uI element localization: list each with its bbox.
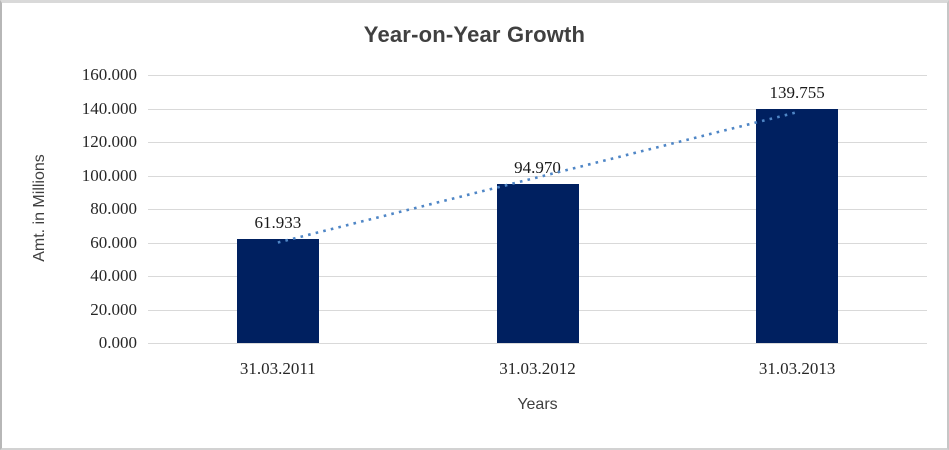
gridline xyxy=(148,175,927,177)
x-axis-title: Years xyxy=(517,396,558,413)
plot-area: 61.933 94.970 139.755 xyxy=(148,75,927,344)
data-label: 94.970 xyxy=(514,157,561,177)
bar xyxy=(236,239,319,343)
trendline xyxy=(277,110,798,244)
y-tick-label: 160.000 xyxy=(81,65,137,84)
chart-title: Year-on-Year Growth xyxy=(363,22,586,47)
y-tick-label: 80.000 xyxy=(90,199,137,218)
data-label: 61.933 xyxy=(254,213,302,233)
x-tick-label: 31.03.2011 xyxy=(239,359,316,378)
y-tick-label: 20.000 xyxy=(90,299,137,319)
x-tick-label: 31.03.2012 xyxy=(499,359,576,378)
y-tick-label: 140.000 xyxy=(81,98,137,118)
y-tick-label: 60.000 xyxy=(90,232,137,252)
gridline xyxy=(148,75,927,76)
gridline xyxy=(148,142,927,143)
gridline xyxy=(148,343,927,344)
y-tick-label: 40.000 xyxy=(90,266,137,285)
gridline xyxy=(148,108,927,110)
y-tick-label: 120.000 xyxy=(81,132,137,151)
data-label: 139.755 xyxy=(769,82,825,102)
bar xyxy=(756,108,839,343)
x-tick-label: 31.03.2013 xyxy=(758,359,836,378)
y-tick-label: 100.000 xyxy=(81,165,137,185)
y-tick-label: 0.000 xyxy=(98,333,137,352)
bar xyxy=(496,183,579,343)
